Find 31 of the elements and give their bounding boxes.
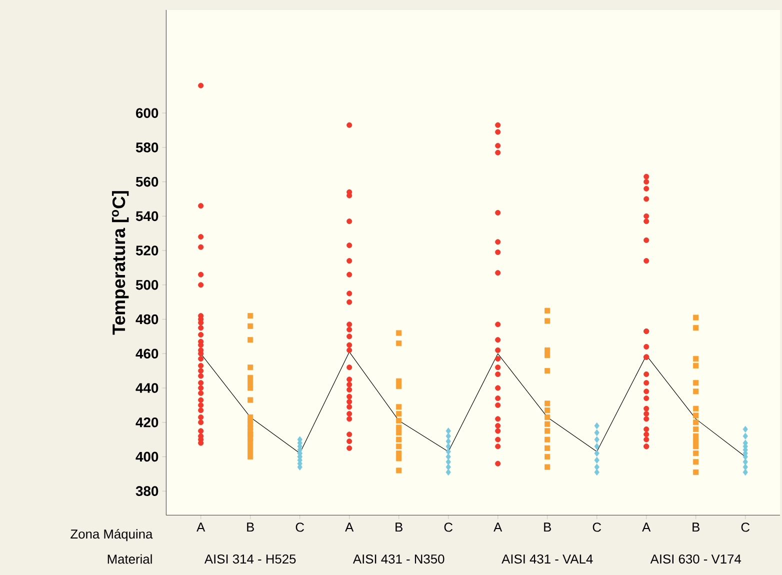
y-tick-label: 400: [136, 452, 158, 462]
y-tick-label: 560: [136, 176, 158, 187]
x-tick-label: C: [592, 522, 602, 532]
y-tick-label: 520: [136, 246, 158, 256]
text: AISI 431 - N350: [352, 554, 444, 564]
text: Zona Máquina: [70, 529, 153, 542]
x-tick-label: A: [642, 522, 651, 532]
x-tick-label: C: [444, 522, 453, 532]
x-tick-label: B: [247, 522, 254, 532]
text: AISI 314 - H525: [204, 554, 296, 564]
y-tick-label: 500: [136, 280, 158, 290]
text: Material: [108, 554, 152, 564]
y-tick-label: 580: [136, 142, 158, 152]
x-tick-label: B: [692, 522, 700, 532]
x-tick-label: B: [544, 522, 551, 532]
x-tick-label: B: [396, 522, 402, 532]
x-tick-label: A: [494, 522, 502, 532]
text: AISI 630 - V174: [650, 554, 742, 564]
y-tick-label: 380: [136, 486, 158, 496]
x-tick-label: C: [741, 522, 750, 532]
text: AISI 431 - VAL4: [502, 554, 593, 564]
y-tick-label: 460: [136, 348, 158, 359]
y-tick-label: 600: [136, 108, 158, 118]
y-tick-label: 420: [136, 417, 158, 428]
x-tick-label: A: [345, 522, 354, 532]
y-tick-label: 480: [136, 314, 158, 324]
x-tick-label: A: [196, 522, 206, 532]
y-tick-label: 440: [136, 383, 158, 393]
y-tick-label: 540: [136, 211, 158, 222]
x-tick-label: C: [296, 522, 304, 532]
y-axis-title: Temperatura [$^{o}$C]: [112, 191, 129, 335]
